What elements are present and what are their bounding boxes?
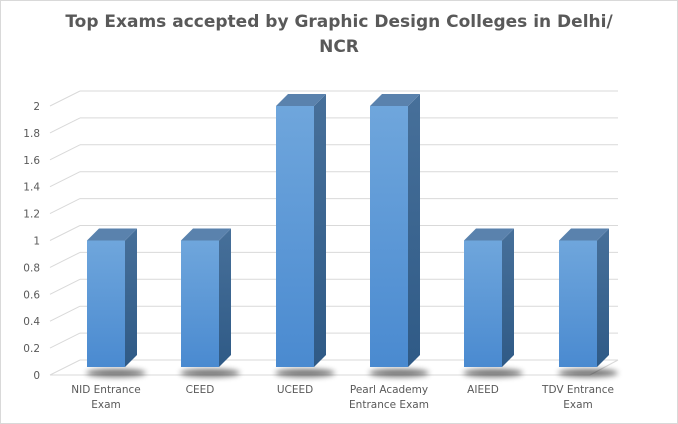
y-tick-label: 1.6	[23, 155, 40, 167]
chart-title-line2: NCR	[319, 37, 359, 57]
gridline-diagonal	[49, 90, 81, 107]
bar-top-2	[276, 94, 326, 106]
bar-side-2	[314, 94, 326, 367]
y-tick-label: 1.2	[23, 209, 40, 221]
y-tick-label: 0.2	[23, 343, 40, 355]
bar-shadow	[369, 369, 429, 377]
x-axis-label: NID Entrance Exam	[51, 383, 161, 413]
bar-side-4	[502, 228, 514, 367]
x-axis-label: UCEED	[240, 383, 350, 398]
bar-front-1	[181, 240, 219, 367]
bar-shadow	[180, 369, 240, 377]
x-label-line2: Entrance Exam	[349, 399, 429, 411]
gridline-diagonal	[49, 278, 81, 295]
bar-front-4	[464, 240, 502, 367]
x-label-line1: UCEED	[276, 384, 314, 396]
bar-shadow	[86, 369, 146, 377]
gridline-diagonal	[49, 117, 81, 134]
gridline-diagonal	[49, 305, 81, 322]
bar-top-1	[181, 228, 231, 241]
x-axis-label: CEED	[145, 383, 255, 398]
bar-shadow	[558, 369, 618, 377]
y-tick-label: 1.8	[23, 128, 40, 140]
gridline-diagonal	[49, 251, 81, 268]
bar-top-4	[464, 228, 514, 241]
gridline-diagonal	[49, 144, 81, 161]
x-label-line1: NID Entrance	[71, 384, 141, 396]
y-tick-label: 1.4	[23, 182, 40, 194]
bar-top-5	[559, 228, 609, 241]
x-label-line1: Pearl Academy	[349, 384, 429, 396]
x-axis-label: Pearl Academy Entrance Exam	[334, 383, 444, 413]
x-label-line2: Exam	[91, 399, 121, 411]
y-tick-label: 2	[33, 101, 40, 113]
y-tick-label: 0.4	[23, 316, 40, 328]
gridline-diagonal	[49, 359, 81, 376]
gridline-diagonal	[49, 198, 81, 215]
x-axis-label: TDV Entrance Exam	[523, 383, 633, 413]
bar-front-3	[370, 106, 408, 367]
y-tick-label: 0.6	[23, 289, 40, 301]
y-tick-label: 0	[33, 370, 40, 382]
bar-top-3	[370, 94, 420, 106]
x-label-line1: CEED	[185, 384, 215, 396]
gridline-diagonal	[49, 332, 81, 349]
chart-title: Top Exams accepted by Graphic Design Col…	[0, 10, 678, 60]
x-axis-label: AIEED	[428, 383, 538, 398]
bar-side-5	[597, 228, 609, 367]
x-label-line1: TDV Entrance	[542, 384, 614, 396]
chart-title-line1: Top Exams accepted by Graphic Design Col…	[65, 12, 613, 32]
bar-shadow	[463, 369, 523, 377]
y-tick-label: 1	[33, 236, 40, 248]
gridline-diagonal	[49, 171, 81, 188]
bar-top-0	[87, 228, 137, 241]
bar-side-1	[219, 228, 231, 367]
bar-front-5	[559, 240, 597, 367]
gridline-diagonal	[49, 225, 81, 241]
y-tick-label: 0.8	[23, 262, 40, 274]
x-label-line2: Exam	[563, 399, 593, 411]
bar-front-0	[87, 240, 125, 367]
bar-side-3	[408, 94, 420, 367]
x-label-line1: AIEED	[467, 384, 499, 396]
bar-shadow	[275, 369, 335, 377]
bar-side-0	[125, 228, 137, 367]
bar-front-2	[276, 106, 314, 367]
